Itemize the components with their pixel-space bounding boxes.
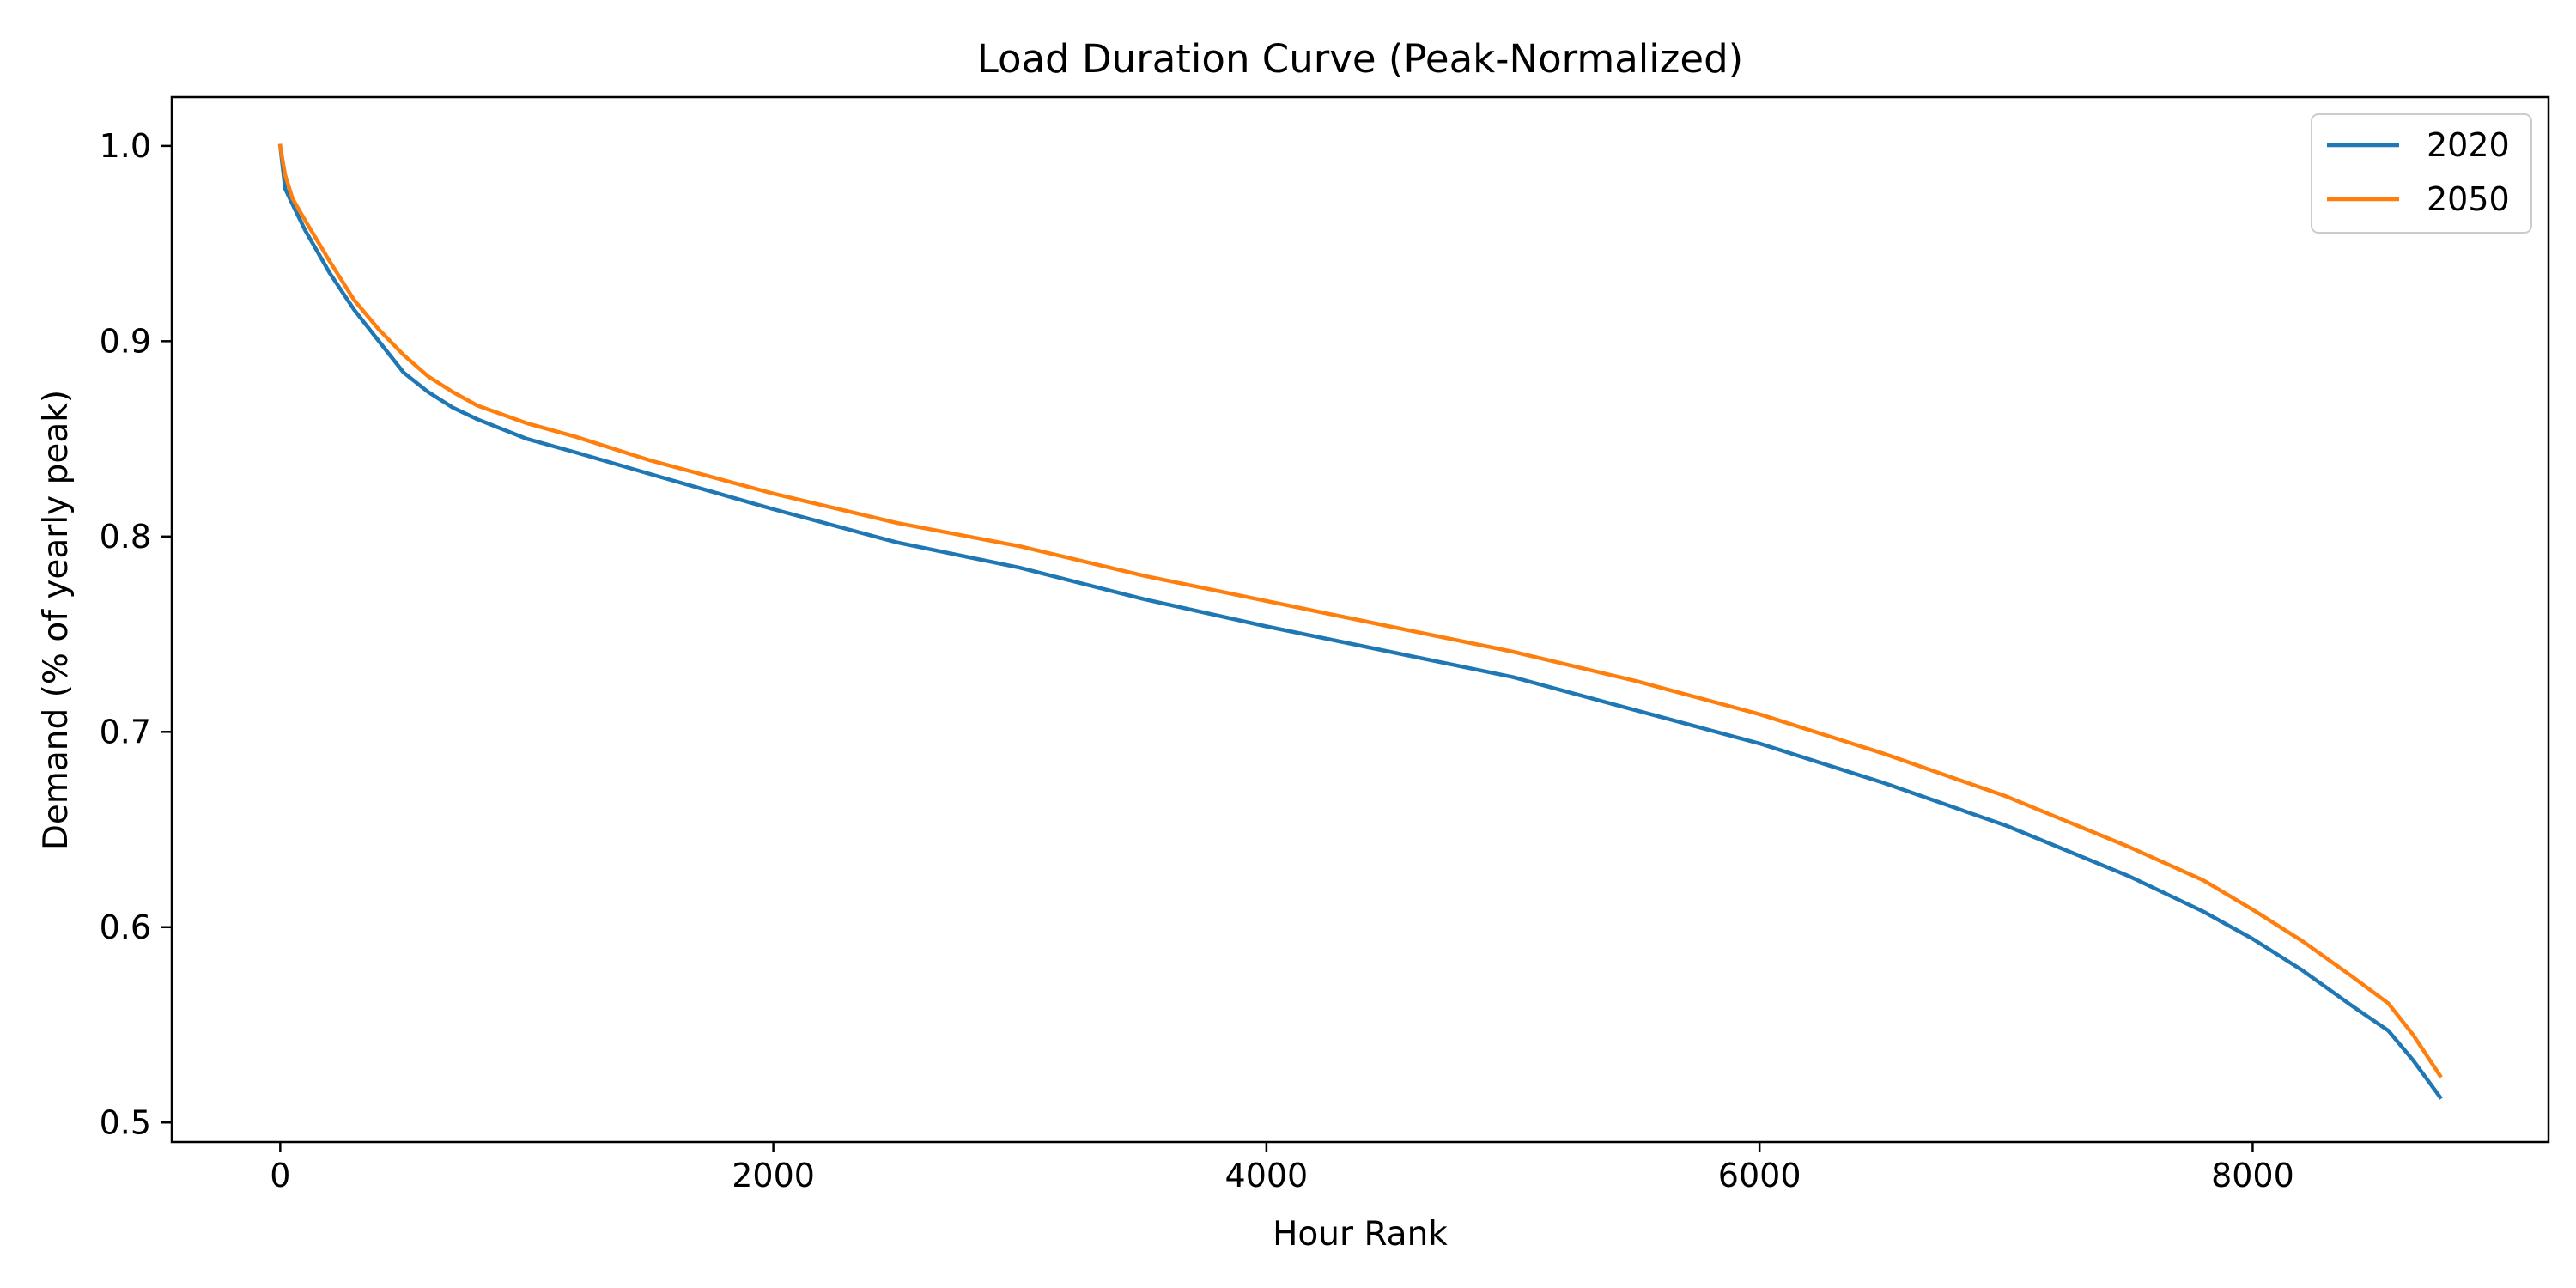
x-axis-label: Hour Rank	[1273, 1215, 1448, 1254]
x-axis: 0 2000 4000 6000 8000	[270, 1142, 2294, 1194]
y-tick-label: 0.9	[100, 322, 151, 360]
x-tick-label: 0	[270, 1157, 290, 1194]
y-axis-label: Demand (% of yearly peak)	[37, 390, 76, 850]
x-tick-label: 8000	[2211, 1157, 2294, 1194]
y-tick-label: 1.0	[100, 127, 151, 165]
legend-label: 2020	[2427, 126, 2510, 164]
y-tick-label: 0.5	[100, 1103, 151, 1141]
series-line-2050	[277, 143, 2443, 1078]
x-tick-label: 2000	[732, 1157, 815, 1194]
y-tick-label: 0.7	[100, 713, 151, 750]
series-line-2020	[277, 143, 2443, 1100]
y-axis: 0.5 0.6 0.7 0.8 0.9 1.0	[100, 127, 172, 1141]
y-tick-label: 0.8	[100, 518, 151, 556]
x-tick-label: 6000	[1718, 1157, 1801, 1194]
series-layer	[277, 143, 2443, 1100]
plot-frame	[170, 95, 2550, 1144]
chart-title: Load Duration Curve (Peak-Normalized)	[977, 36, 1743, 82]
legend: 2020 2050	[2311, 113, 2532, 234]
y-tick-label: 0.6	[100, 908, 151, 946]
plot-area	[170, 95, 2550, 1144]
x-tick-label: 4000	[1225, 1157, 1309, 1194]
legend-label: 2050	[2427, 180, 2510, 218]
